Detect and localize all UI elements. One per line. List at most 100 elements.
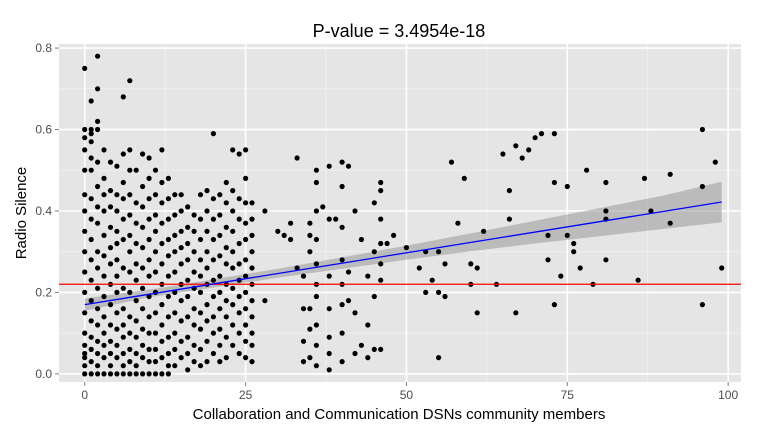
- data-point: [210, 257, 216, 263]
- data-point: [127, 359, 133, 365]
- data-point: [307, 249, 313, 255]
- data-point: [178, 318, 184, 324]
- data-point: [513, 310, 519, 316]
- data-point: [165, 216, 171, 222]
- data-point: [95, 53, 101, 59]
- data-point: [416, 265, 422, 271]
- data-point: [82, 371, 88, 377]
- data-point: [300, 306, 307, 312]
- data-point: [120, 306, 126, 312]
- x-tick-label: 25: [239, 388, 253, 402]
- data-point: [140, 355, 146, 361]
- data-point: [152, 167, 159, 173]
- data-point: [88, 371, 94, 377]
- data-point: [217, 212, 223, 218]
- data-point: [165, 350, 171, 357]
- data-point: [230, 188, 236, 194]
- data-point: [95, 306, 101, 312]
- data-point: [423, 289, 429, 295]
- y-tick-label: 0.0: [35, 367, 52, 381]
- data-point: [114, 326, 120, 332]
- data-point: [339, 224, 345, 230]
- data-point: [223, 224, 229, 230]
- data-point: [223, 314, 229, 320]
- data-point: [88, 131, 94, 137]
- data-point: [538, 131, 545, 137]
- data-point: [165, 371, 171, 377]
- data-point: [114, 310, 120, 316]
- data-point: [88, 216, 94, 222]
- data-point: [352, 310, 358, 316]
- data-point: [551, 131, 558, 137]
- data-point: [107, 350, 114, 357]
- data-point: [571, 249, 577, 255]
- data-point: [165, 196, 171, 202]
- x-axis-title: Collaboration and Communication DSNs com…: [193, 406, 606, 423]
- data-point: [230, 228, 236, 234]
- data-point: [300, 273, 307, 279]
- data-point: [172, 363, 178, 369]
- data-point: [127, 78, 133, 84]
- data-point: [165, 273, 171, 279]
- data-point: [288, 220, 294, 226]
- data-point: [165, 175, 171, 181]
- data-point: [281, 232, 287, 238]
- data-point: [339, 330, 345, 336]
- data-point: [95, 183, 101, 190]
- data-point: [120, 322, 126, 328]
- y-tick-label: 0.6: [35, 123, 52, 137]
- data-point: [249, 216, 255, 222]
- data-point: [243, 236, 249, 243]
- data-point: [197, 216, 204, 222]
- data-point: [236, 261, 242, 267]
- data-point: [120, 265, 126, 271]
- data-point: [545, 232, 551, 238]
- data-point: [120, 285, 126, 291]
- data-point: [333, 216, 339, 222]
- data-point: [378, 240, 384, 247]
- data-point: [371, 249, 377, 255]
- data-point: [82, 342, 88, 348]
- data-point: [210, 314, 216, 320]
- data-point: [140, 224, 146, 230]
- data-point: [191, 269, 197, 275]
- data-point: [326, 306, 332, 312]
- data-point: [82, 310, 88, 316]
- data-point: [82, 208, 88, 214]
- data-point: [448, 159, 455, 165]
- data-point: [532, 135, 538, 141]
- data-point: [172, 269, 178, 275]
- data-point: [603, 257, 609, 263]
- data-point: [197, 192, 204, 198]
- data-point: [114, 228, 120, 234]
- data-point: [217, 232, 223, 238]
- data-point: [140, 204, 146, 210]
- data-point: [519, 155, 525, 161]
- data-point: [82, 330, 88, 336]
- data-point: [217, 253, 223, 259]
- data-point: [101, 330, 107, 336]
- data-point: [230, 147, 236, 153]
- data-point: [313, 322, 319, 328]
- data-point: [307, 232, 313, 238]
- data-point: [107, 363, 114, 369]
- data-point: [223, 334, 229, 340]
- data-point: [712, 159, 718, 165]
- data-point: [513, 143, 519, 149]
- data-point: [243, 200, 249, 206]
- data-point: [82, 363, 88, 369]
- data-point: [95, 249, 101, 255]
- data-point: [120, 350, 126, 357]
- data-point: [114, 163, 120, 169]
- data-point: [95, 363, 101, 369]
- data-point: [133, 167, 139, 173]
- data-point: [249, 342, 255, 348]
- data-point: [101, 342, 107, 348]
- data-point: [571, 240, 577, 247]
- data-point: [365, 355, 371, 361]
- data-point: [313, 179, 319, 186]
- data-point: [95, 265, 101, 271]
- data-point: [127, 192, 133, 198]
- data-point: [236, 293, 242, 300]
